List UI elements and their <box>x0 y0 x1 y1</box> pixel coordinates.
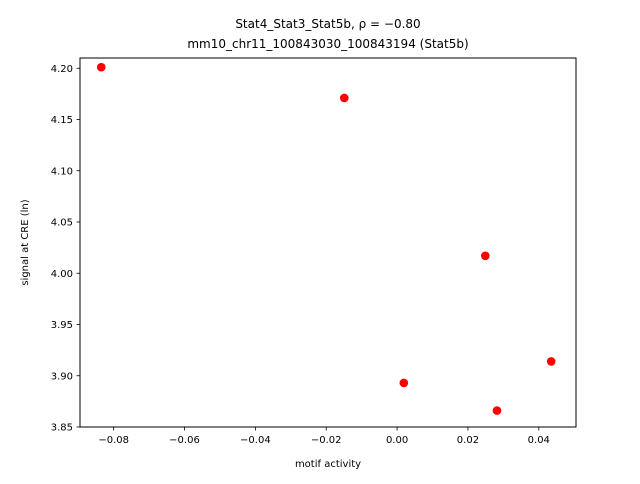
data-point <box>96 62 106 72</box>
x-tick-label: −0.08 <box>98 435 129 446</box>
y-tick-label: 4.20 <box>51 64 73 75</box>
x-tick-label: −0.06 <box>169 435 200 446</box>
chart-title-line2: mm10_chr11_100843030_100843194 (Stat5b) <box>187 37 468 51</box>
x-axis-ticks: −0.08 −0.06 −0.04 −0.02 0.00 0.02 0.04 <box>98 427 550 446</box>
y-tick-label: 4.10 <box>51 166 73 177</box>
data-points <box>96 62 556 415</box>
data-point <box>481 251 490 261</box>
x-tick-label: −0.02 <box>311 435 342 446</box>
data-point <box>339 93 349 103</box>
x-tick-label: 0.02 <box>457 435 479 446</box>
data-point <box>546 357 556 366</box>
x-axis-label: motif activity <box>295 459 361 470</box>
chart-title-line1: Stat4_Stat3_Stat5b, ρ = −0.80 <box>235 17 420 31</box>
y-axis-ticks: 3.85 3.90 3.95 4.00 4.05 4.10 4.15 4.20 <box>51 64 80 434</box>
x-tick-label: 0.04 <box>528 435 550 446</box>
y-tick-label: 3.90 <box>51 371 73 382</box>
y-tick-label: 3.95 <box>51 320 73 331</box>
y-tick-label: 4.00 <box>51 269 73 280</box>
y-tick-label: 3.85 <box>51 423 73 434</box>
data-point <box>399 378 409 388</box>
y-axis-label: signal at CRE (ln) <box>20 199 31 285</box>
data-point <box>492 406 502 415</box>
x-tick-label: 0.00 <box>386 435 408 446</box>
y-tick-label: 4.15 <box>51 115 73 126</box>
y-tick-label: 4.05 <box>51 218 73 229</box>
x-tick-label: −0.04 <box>240 435 271 446</box>
plot-frame <box>79 57 577 428</box>
